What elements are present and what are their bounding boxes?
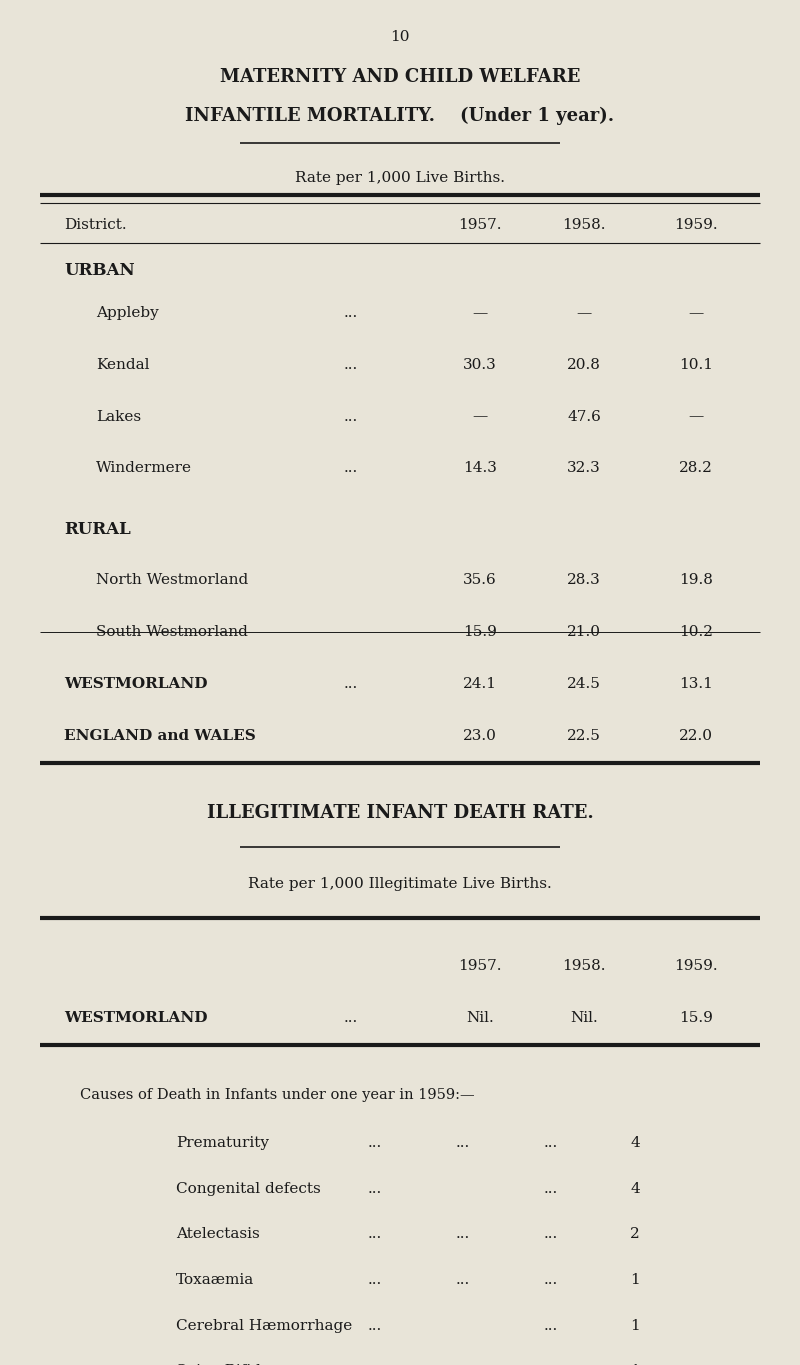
Text: 4: 4: [630, 1182, 640, 1196]
Text: —: —: [472, 306, 488, 319]
Text: ...: ...: [544, 1227, 558, 1241]
Text: Kendal: Kendal: [96, 358, 150, 371]
Text: ILLEGITIMATE INFANT DEATH RATE.: ILLEGITIMATE INFANT DEATH RATE.: [206, 804, 594, 822]
Text: Lakes: Lakes: [96, 410, 141, 423]
Text: —: —: [472, 410, 488, 423]
Text: 30.3: 30.3: [463, 358, 497, 371]
Text: URBAN: URBAN: [64, 262, 134, 278]
Text: Atelectasis: Atelectasis: [176, 1227, 260, 1241]
Text: 4: 4: [630, 1136, 640, 1151]
Text: 1959.: 1959.: [674, 218, 718, 232]
Text: ...: ...: [544, 1136, 558, 1151]
Text: ...: ...: [544, 1319, 558, 1332]
Text: 13.1: 13.1: [679, 677, 713, 691]
Text: INFANTILE MORTALITY.    (Under 1 year).: INFANTILE MORTALITY. (Under 1 year).: [186, 106, 614, 124]
Text: Nil.: Nil.: [570, 1011, 598, 1025]
Text: Congenital defects: Congenital defects: [176, 1182, 321, 1196]
Text: ...: ...: [344, 410, 358, 423]
Text: Appleby: Appleby: [96, 306, 158, 319]
Text: 20.8: 20.8: [567, 358, 601, 371]
Text: Rate per 1,000 Live Births.: Rate per 1,000 Live Births.: [295, 171, 505, 184]
Text: ...: ...: [368, 1136, 382, 1151]
Text: 1957.: 1957.: [458, 960, 502, 973]
Text: ...: ...: [344, 306, 358, 319]
Text: 28.2: 28.2: [679, 461, 713, 475]
Text: ...: ...: [344, 677, 358, 691]
Text: 10.1: 10.1: [679, 358, 713, 371]
Text: 35.6: 35.6: [463, 573, 497, 587]
Text: 22.0: 22.0: [679, 729, 713, 743]
Text: 24.1: 24.1: [463, 677, 497, 691]
Text: Cerebral Hæmorrhage: Cerebral Hæmorrhage: [176, 1319, 352, 1332]
Text: ...: ...: [544, 1182, 558, 1196]
Text: 15.9: 15.9: [463, 625, 497, 639]
Text: ENGLAND and WALES: ENGLAND and WALES: [64, 729, 256, 743]
Text: —: —: [688, 306, 704, 319]
Text: 1958.: 1958.: [562, 218, 606, 232]
Text: ...: ...: [456, 1136, 470, 1151]
Text: Nil.: Nil.: [466, 1011, 494, 1025]
Text: Windermere: Windermere: [96, 461, 192, 475]
Text: 1957.: 1957.: [458, 218, 502, 232]
Text: MATERNITY AND CHILD WELFARE: MATERNITY AND CHILD WELFARE: [220, 68, 580, 86]
Text: South Westmorland: South Westmorland: [96, 625, 248, 639]
Text: 10.2: 10.2: [679, 625, 713, 639]
Text: 21.0: 21.0: [567, 625, 601, 639]
Text: 14.3: 14.3: [463, 461, 497, 475]
Text: North Westmorland: North Westmorland: [96, 573, 248, 587]
Text: WESTMORLAND: WESTMORLAND: [64, 1011, 207, 1025]
Text: ...: ...: [368, 1274, 382, 1287]
Text: WESTMORLAND: WESTMORLAND: [64, 677, 207, 691]
Text: ...: ...: [456, 1227, 470, 1241]
Text: 1959.: 1959.: [674, 960, 718, 973]
Text: RURAL: RURAL: [64, 521, 130, 538]
Text: ...: ...: [544, 1274, 558, 1287]
Text: Causes of Death in Infants under one year in 1959:—: Causes of Death in Infants under one yea…: [80, 1088, 474, 1103]
Text: 23.0: 23.0: [463, 729, 497, 743]
Text: Prematurity: Prematurity: [176, 1136, 269, 1151]
Text: ...: ...: [368, 1182, 382, 1196]
Text: ...: ...: [344, 461, 358, 475]
Text: ...: ...: [368, 1319, 382, 1332]
Text: —: —: [576, 306, 592, 319]
Text: 24.5: 24.5: [567, 677, 601, 691]
Text: ...: ...: [456, 1274, 470, 1287]
Text: Rate per 1,000 Illegitimate Live Births.: Rate per 1,000 Illegitimate Live Births.: [248, 878, 552, 891]
Text: Toxaæmia: Toxaæmia: [176, 1274, 254, 1287]
Text: 32.3: 32.3: [567, 461, 601, 475]
Text: 10: 10: [390, 30, 410, 44]
Text: 28.3: 28.3: [567, 573, 601, 587]
Text: ...: ...: [368, 1227, 382, 1241]
Text: ...: ...: [344, 358, 358, 371]
Text: 1: 1: [630, 1319, 640, 1332]
Text: ...: ...: [344, 1011, 358, 1025]
Text: —: —: [688, 410, 704, 423]
Text: 2: 2: [630, 1227, 640, 1241]
Text: 19.8: 19.8: [679, 573, 713, 587]
Text: 15.9: 15.9: [679, 1011, 713, 1025]
Text: 22.5: 22.5: [567, 729, 601, 743]
Text: 1: 1: [630, 1274, 640, 1287]
Text: District.: District.: [64, 218, 126, 232]
Text: 47.6: 47.6: [567, 410, 601, 423]
Text: 1958.: 1958.: [562, 960, 606, 973]
